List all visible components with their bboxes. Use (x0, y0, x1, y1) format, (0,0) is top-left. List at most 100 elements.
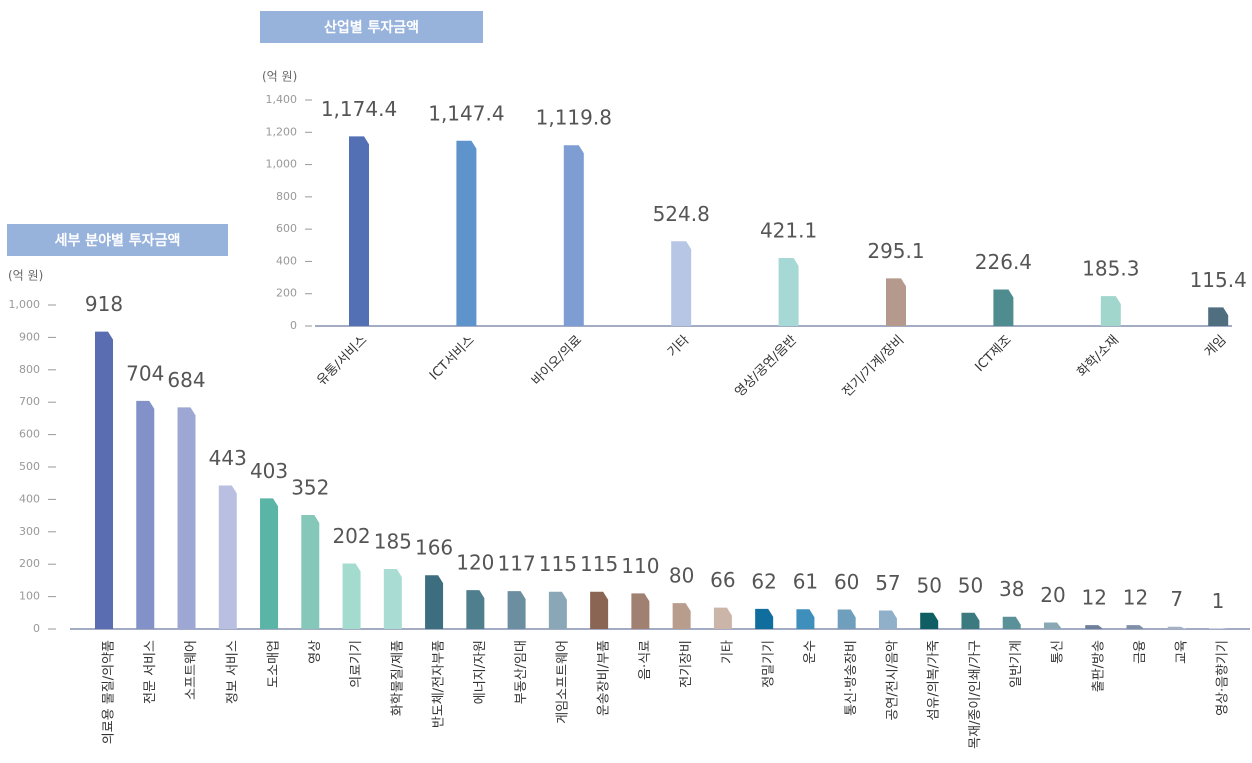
value-label: 12 (1123, 586, 1148, 610)
value-label: 185 (374, 530, 412, 554)
y-tick-label: 1,000 (9, 298, 41, 311)
value-label: 12 (1082, 586, 1107, 610)
value-label: 38 (999, 577, 1024, 601)
x-tick-label: 의료기기 (349, 640, 364, 688)
chart-title: 산업별 투자금액 (324, 19, 419, 36)
x-tick-label: 금융 (1133, 640, 1148, 664)
x-tick-label: 전기/기계/장비 (840, 333, 908, 401)
bar (260, 498, 279, 629)
y-tick-label: 600 (276, 222, 297, 235)
bar (713, 607, 732, 629)
value-label: 226.4 (975, 250, 1032, 274)
bar (342, 563, 361, 629)
bar (456, 140, 477, 326)
x-tick-label: 영상·음향기기 (1216, 640, 1231, 716)
value-label: 57 (875, 571, 900, 595)
value-label: 7 (1170, 587, 1183, 611)
x-tick-label: 에너지/자원 (473, 640, 488, 704)
x-tick-label: 화학/소재 (1075, 333, 1123, 381)
bar (1085, 625, 1104, 629)
x-tick-label: 통신 (1050, 640, 1065, 664)
title-box (260, 11, 483, 43)
y-tick-label: 800 (276, 190, 297, 203)
value-label: 684 (167, 368, 205, 392)
y-tick-label: 400 (19, 492, 40, 505)
x-tick-label: 바이오/의료 (529, 333, 585, 389)
bar (425, 575, 444, 629)
value-label: 443 (209, 446, 247, 470)
y-tick-label: 700 (19, 395, 40, 408)
value-label: 115 (580, 552, 618, 576)
bar (672, 603, 691, 629)
value-label: 61 (793, 570, 818, 594)
y-tick-label: 1,400 (266, 93, 298, 106)
x-tick-label: 영상/공연/음반 (732, 333, 800, 401)
x-tick-label: 운수 (803, 640, 818, 664)
bar (349, 136, 369, 326)
bar (301, 514, 320, 629)
x-tick-label: 섬유/의복/가죽 (927, 640, 942, 721)
x-tick-label: 기타 (665, 333, 693, 361)
y-tick-label: 1,000 (266, 158, 298, 171)
bar (1100, 296, 1121, 326)
value-label: 20 (1040, 583, 1065, 607)
bar (548, 591, 567, 629)
value-label: 117 (498, 552, 536, 576)
value-label: 66 (710, 568, 735, 592)
axis-unit: (억 원) (8, 269, 43, 283)
bar (218, 485, 237, 629)
value-label: 110 (621, 554, 659, 578)
y-tick-label: 800 (19, 363, 40, 376)
value-label: 115 (539, 552, 577, 576)
x-tick-label: 목재/종이/인쇄/가구 (968, 640, 983, 749)
bar (1043, 622, 1062, 629)
x-tick-label: 공연/전시/음악 (885, 640, 900, 721)
y-tick-label: 1,200 (266, 125, 298, 138)
value-label: 185.3 (1082, 257, 1139, 281)
value-label: 1,147.4 (428, 101, 504, 125)
value-label: 352 (291, 475, 329, 499)
bar (671, 241, 692, 326)
value-label: 295.1 (867, 239, 924, 263)
bar (796, 609, 815, 629)
bar (383, 569, 402, 629)
value-label: 421.1 (760, 219, 817, 243)
y-tick-label: 200 (19, 557, 40, 570)
x-tick-label: 통신·방송장비 (844, 640, 859, 716)
x-tick-label: 영상 (308, 640, 323, 664)
bar (1126, 625, 1145, 629)
value-label: 166 (415, 536, 453, 560)
value-label: 1,119.8 (536, 106, 612, 130)
bar (177, 407, 196, 629)
bar (590, 591, 609, 629)
x-tick-label: 반도체/전자부품 (432, 640, 447, 728)
bar (778, 258, 799, 326)
x-tick-label: 출판/방송 (1092, 640, 1107, 692)
y-tick-label: 300 (19, 525, 40, 538)
x-tick-label: ICT제조 (972, 333, 1014, 375)
bar (920, 612, 939, 629)
value-label: 918 (85, 292, 123, 316)
bar (993, 289, 1014, 326)
value-label: 1,174.4 (321, 97, 397, 121)
y-tick-label: 100 (19, 590, 40, 603)
y-tick-label: 400 (276, 254, 297, 267)
title-box (7, 224, 228, 256)
value-label: 120 (456, 551, 494, 575)
x-tick-label: 정밀기기 (762, 640, 777, 688)
y-tick-label: 900 (19, 330, 40, 343)
x-tick-label: 정보 서비스 (225, 640, 240, 704)
bar (961, 612, 980, 629)
x-tick-label: 게임소프트웨어 (555, 640, 570, 724)
value-label: 50 (958, 573, 983, 597)
value-label: 62 (751, 569, 776, 593)
value-label: 524.8 (653, 202, 710, 226)
bar (507, 591, 526, 629)
axis-unit: (억 원) (262, 70, 297, 84)
y-tick-label: 0 (33, 622, 40, 635)
x-tick-label: 교육 (1174, 640, 1189, 664)
bar (1167, 626, 1186, 629)
bar (1208, 307, 1229, 326)
bar (563, 145, 584, 326)
